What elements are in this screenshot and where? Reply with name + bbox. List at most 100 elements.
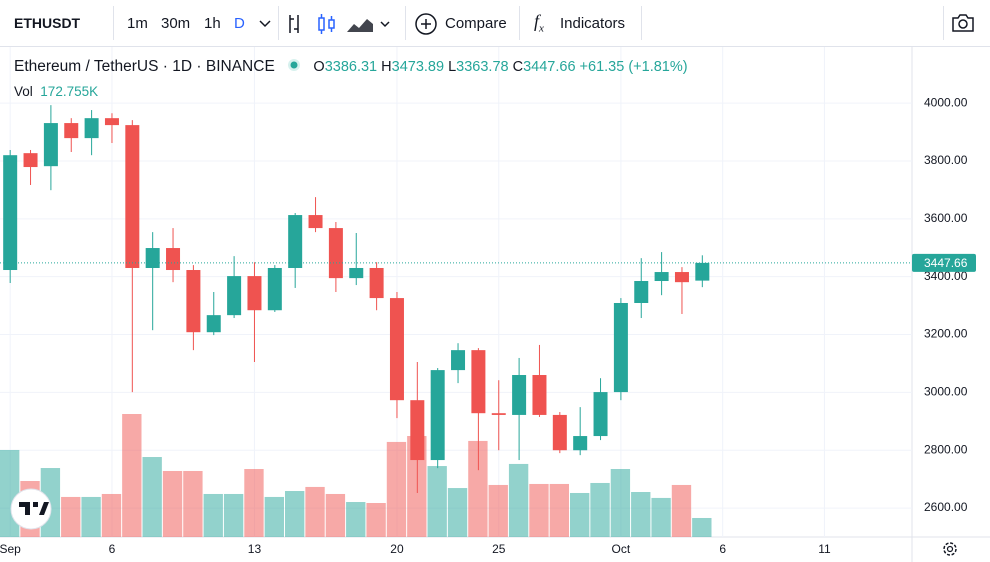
candle-body (573, 436, 588, 451)
ohlc-value: 3386.31 (324, 59, 378, 75)
symbol[interactable]: ETHUSDT (14, 15, 81, 31)
candle-body (186, 270, 201, 333)
separator (405, 6, 406, 40)
volume-bar (142, 457, 162, 537)
interval[interactable]: 1h (204, 15, 221, 32)
candle-body (104, 118, 119, 126)
candle-body (145, 248, 160, 268)
candle-body (84, 118, 99, 139)
legend-dot: · (162, 58, 168, 75)
candle-body (451, 350, 466, 371)
x-tick-label: 20 (390, 542, 404, 556)
volume-bar (101, 493, 122, 537)
last-price-box (912, 253, 976, 272)
x-tick-label: 6 (109, 542, 116, 556)
indicators-icon[interactable]: fx (534, 11, 544, 35)
y-tick-label: 2800.00 (924, 442, 968, 456)
candle-body (328, 228, 343, 279)
candle-body (23, 153, 38, 168)
candle-body (471, 350, 486, 414)
candle-body (389, 298, 404, 401)
volume-name: Vol (14, 84, 33, 99)
y-tick-label: 4000.00 (924, 95, 968, 109)
gear-inner (946, 545, 954, 553)
candle-body (654, 272, 669, 282)
legend-interval: 1D (172, 58, 193, 75)
x-tick-label: Sep (0, 542, 21, 556)
volume-bar (651, 497, 671, 537)
gear-outer (943, 542, 957, 556)
volume-bar (285, 491, 305, 537)
legend-title: Ethereum / TetherUS (14, 58, 159, 75)
dropdown-icon[interactable] (258, 19, 272, 29)
candle-body (674, 272, 689, 283)
separator (641, 6, 642, 40)
volume-bar (468, 440, 488, 537)
interval[interactable]: D (234, 15, 245, 32)
ohlc-label: L (448, 59, 457, 75)
volume-bar (610, 469, 631, 537)
volume-bar (407, 436, 427, 537)
candle-body (532, 375, 547, 415)
volume-bar (264, 496, 284, 537)
volume-bar (590, 482, 610, 537)
candle-body (206, 315, 221, 333)
x-tick-label: 11 (818, 542, 831, 556)
x-tick-label: 6 (719, 542, 726, 556)
candle-body (166, 248, 181, 271)
y-tick-label: 3600.00 (924, 211, 968, 225)
volume-bar (346, 502, 366, 537)
candle-body (552, 414, 567, 451)
chart-style-icons[interactable] (285, 12, 395, 36)
volume-bar (162, 470, 183, 537)
volume-bar (0, 449, 20, 537)
candle-body (43, 123, 58, 167)
volume-bar (570, 492, 590, 537)
separator (943, 6, 944, 40)
volume-bar (671, 484, 692, 537)
candle-body (369, 267, 384, 299)
legend-dot: · (196, 58, 202, 75)
ohlc-value: 3363.78 (456, 59, 509, 75)
interval[interactable]: 1m (127, 15, 148, 32)
volume-bar (244, 469, 264, 537)
x-tick-label: 25 (492, 542, 506, 556)
volume-bar (305, 486, 325, 537)
separator (278, 6, 279, 40)
legend-exchange: BINANCE (205, 58, 275, 75)
compare-button[interactable]: Compare (445, 15, 507, 32)
change: +61.35 (579, 59, 625, 75)
x-tick-label: Oct (612, 542, 631, 556)
tradingview-logo (10, 488, 52, 530)
volume-bar (366, 503, 386, 537)
volume-bar (631, 492, 651, 537)
y-tick-label: 3400.00 (924, 269, 968, 283)
compare-icon[interactable] (414, 12, 438, 36)
ohlc-value: 3473.89 (391, 59, 445, 75)
candle-body (64, 123, 79, 139)
volume-bar (81, 496, 101, 537)
volume-bar (325, 493, 346, 537)
ohlc: O3386.31 H3473.89 L3363.78 C3447.66 +61.… (313, 59, 687, 75)
indicators-button[interactable]: Indicators (560, 15, 626, 32)
camera-icon[interactable] (950, 12, 976, 34)
volume-bar (692, 517, 712, 537)
settings-icon[interactable] (943, 542, 957, 556)
candle-body (593, 392, 608, 437)
candle-body (613, 302, 628, 393)
y-tick-label: 2600.00 (924, 500, 968, 514)
volume-legend: Vol 172.755K (14, 84, 98, 99)
candle-body (308, 215, 323, 229)
volume-bar (529, 483, 549, 537)
candle-body (634, 281, 649, 303)
volume-bar (488, 484, 508, 537)
interval[interactable]: 30m (161, 15, 191, 32)
volume-bar (122, 414, 142, 537)
candle-body (512, 375, 527, 415)
logo-mark (19, 502, 49, 515)
ohlc-value: 3447.66 (523, 59, 576, 75)
toolbar: ETHUSDT 1m 30m 1h D Compare fx Indicator… (0, 0, 990, 47)
ohlc-label: O (313, 59, 325, 75)
